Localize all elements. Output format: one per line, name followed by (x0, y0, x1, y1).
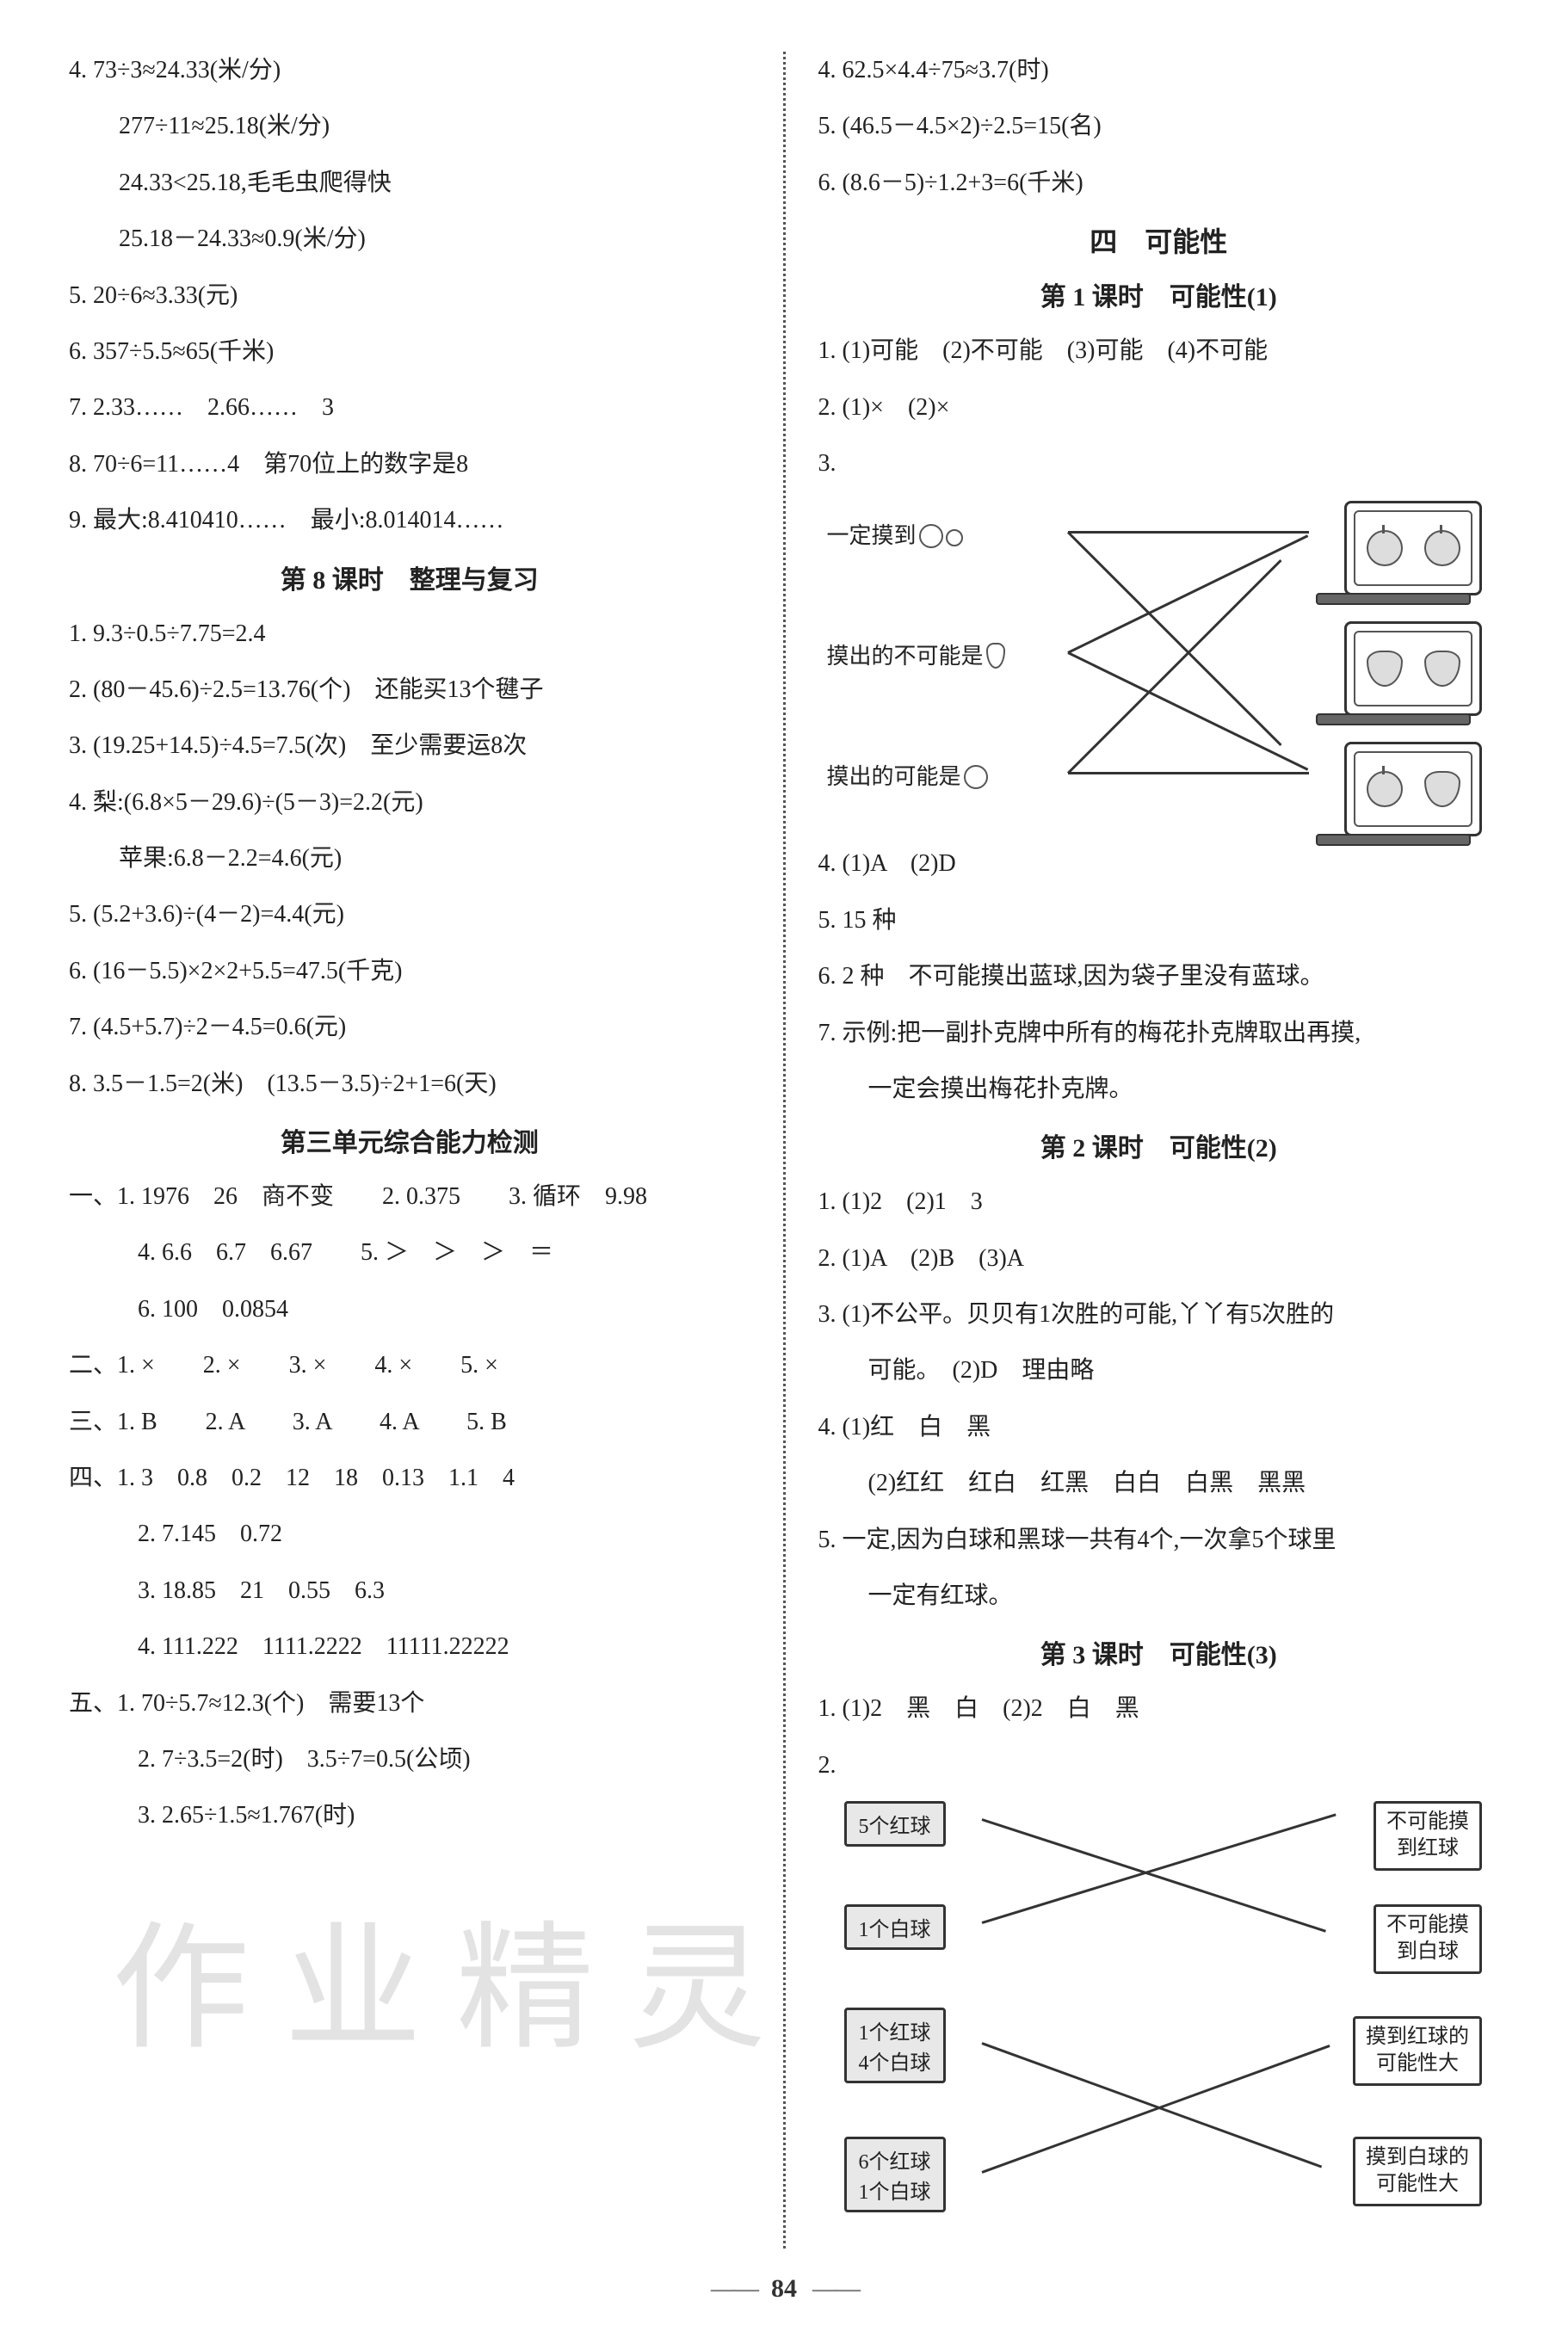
text-line: 4. (1)红 白 黑 (818, 1409, 1500, 1446)
chapter-title: 四 可能性 (818, 220, 1500, 260)
text-line: 2. (818, 1747, 1500, 1784)
text-line: 277÷11≈25.18(米/分) (69, 108, 750, 145)
apple-icon (919, 524, 943, 548)
apple-icon (964, 765, 988, 789)
text-line: 四、1. 3 0.8 0.2 12 18 0.13 1.1 4 (69, 1459, 750, 1496)
text-line: 6. (8.6－5)÷1.2+3=6(千米) (818, 164, 1500, 201)
section-title: 第三单元综合能力检测 (69, 1121, 750, 1159)
text-line: 24.33<25.18,毛毛虫爬得快 (69, 164, 750, 201)
text-line: 苹果:6.8－2.2=4.6(元) (69, 840, 750, 877)
text-line: 1. (1)2 (2)1 3 (818, 1183, 1500, 1220)
diagram-label: 摸出的不可能是 (827, 644, 984, 669)
text-line: 8. 70÷6=11……4 第70位上的数字是8 (69, 446, 750, 483)
text-line: 4. 73÷3≈24.33(米/分) (69, 52, 750, 89)
text-line: 7. 2.33…… 2.66…… 3 (69, 389, 750, 426)
text-line: 2. 7÷3.5=2(时) 3.5÷7=0.5(公顷) (69, 1741, 750, 1778)
text-line: 8. 3.5－1.5=2(米) (13.5－3.5)÷2+1=6(天) (69, 1065, 750, 1102)
text-line: 3. (1)不公平。贝贝有1次胜的可能,丫丫有5次胜的 (818, 1296, 1500, 1333)
diagram-label: 一定摸到 (827, 523, 917, 548)
diagram-box: 不可能摸 到红球 (1374, 1801, 1482, 1870)
text-line: 5. (5.2+3.6)÷(4－2)=4.4(元) (69, 896, 750, 933)
text-line: 2. (80－45.6)÷2.5=13.76(个) 还能买13个毽子 (69, 671, 750, 708)
text-line: 7. 示例:把一副扑克牌中所有的梅花扑克牌取出再摸, (818, 1015, 1500, 1052)
watermark: 作业精灵 (69, 1877, 843, 2076)
matching-diagram-1: 一定摸到 摸出的不可能是 摸出的可能是 (818, 492, 1500, 836)
diagram-box: 6个红球 1个白球 (844, 2137, 946, 2212)
text-line: (2)红红 红白 红黑 白白 白黑 黑黑 (818, 1465, 1500, 1502)
text-line: 2. (1)A (2)B (3)A (818, 1240, 1500, 1277)
text-line: 6. 100 0.0854 (69, 1291, 750, 1328)
text-line: 5. (46.5－4.5×2)÷2.5=15(名) (818, 108, 1500, 145)
text-line: 2. 7.145 0.72 (69, 1515, 750, 1552)
text-line: 一定会摸出梅花扑克牌。 (818, 1070, 1500, 1107)
text-line: 4. 111.222 1111.2222 11111.22222 (69, 1628, 750, 1665)
text-line: 4. 6.6 6.7 6.67 5. ＞ ＞ ＞ ＝ (69, 1234, 750, 1271)
diagram-label: 摸出的可能是 (827, 764, 961, 789)
text-line: 3. 2.65÷1.5≈1.767(时) (69, 1797, 750, 1834)
diagram-box: 1个红球 4个白球 (844, 2008, 946, 2083)
text-line: 4. 梨:(6.8×5－29.6)÷(5－3)=2.2(元) (69, 784, 750, 821)
text-line: 4. 62.5×4.4÷75≈3.7(时) (818, 52, 1500, 89)
text-line: 1. (1)可能 (2)不可能 (3)可能 (4)不可能 (818, 332, 1500, 369)
diagram-box: 1个白球 (844, 1904, 946, 1950)
diagram-box: 5个红球 (844, 1801, 946, 1847)
text-line: 6. (16－5.5)×2×2+5.5=47.5(千克) (69, 953, 750, 990)
text-line: 二、1. × 2. × 3. × 4. × 5. × (69, 1347, 750, 1384)
text-line: 五、1. 70÷5.7≈12.3(个) 需要13个 (69, 1685, 750, 1722)
section-title: 第 1 课时 可能性(1) (818, 275, 1500, 313)
diagram-box: 摸到红球的 可能性大 (1353, 2016, 1482, 2085)
section-title: 第 8 课时 整理与复习 (69, 558, 750, 596)
text-line: 5. 20÷6≈3.33(元) (69, 277, 750, 314)
matching-diagram-2: 5个红球 1个白球 1个红球 4个白球 6个红球 1个白球 不可能摸 到红球 不… (818, 1792, 1500, 2249)
text-line: 6. 2 种 不可能摸出蓝球,因为袋子里没有蓝球。 (818, 958, 1500, 995)
pear-icon (986, 643, 1005, 669)
text-line: 5. 15 种 (818, 902, 1500, 939)
text-line: 一、1. 1976 26 商不变 2. 0.375 3. 循环 9.98 (69, 1178, 750, 1215)
text-line: 可能。 (2)D 理由略 (818, 1352, 1500, 1389)
text-line: 3. (19.25+14.5)÷4.5=7.5(次) 至少需要运8次 (69, 727, 750, 764)
text-line: 三、1. B 2. A 3. A 4. A 5. B (69, 1403, 750, 1440)
diagram-box: 不可能摸 到白球 (1374, 1904, 1482, 1973)
text-line: 2. (1)× (2)× (818, 389, 1500, 426)
text-line: 1. (1)2 黑 白 (2)2 白 黑 (818, 1690, 1500, 1727)
text-line: 5. 一定,因为白球和黑球一共有4个,一次拿5个球里 (818, 1521, 1500, 1558)
text-line: 9. 最大:8.410410…… 最小:8.014014…… (69, 502, 750, 539)
diagram-box: 摸到白球的 可能性大 (1353, 2137, 1482, 2205)
text-line: 6. 357÷5.5≈65(千米) (69, 333, 750, 370)
section-title: 第 3 课时 可能性(3) (818, 1633, 1500, 1671)
section-title: 第 2 课时 可能性(2) (818, 1126, 1500, 1164)
page-number: 84 (69, 2274, 1499, 2304)
text-line: 3. 18.85 21 0.55 6.3 (69, 1572, 750, 1609)
column-divider (783, 52, 786, 2249)
text-line: 7. (4.5+5.7)÷2－4.5=0.6(元) (69, 1009, 750, 1046)
text-line: 25.18－24.33≈0.9(米/分) (69, 220, 750, 257)
text-line: 一定有红球。 (818, 1577, 1500, 1614)
text-line: 3. (818, 445, 1500, 482)
text-line: 1. 9.3÷0.5÷7.75=2.4 (69, 615, 750, 652)
text-line: 4. (1)A (2)D (818, 845, 1500, 882)
